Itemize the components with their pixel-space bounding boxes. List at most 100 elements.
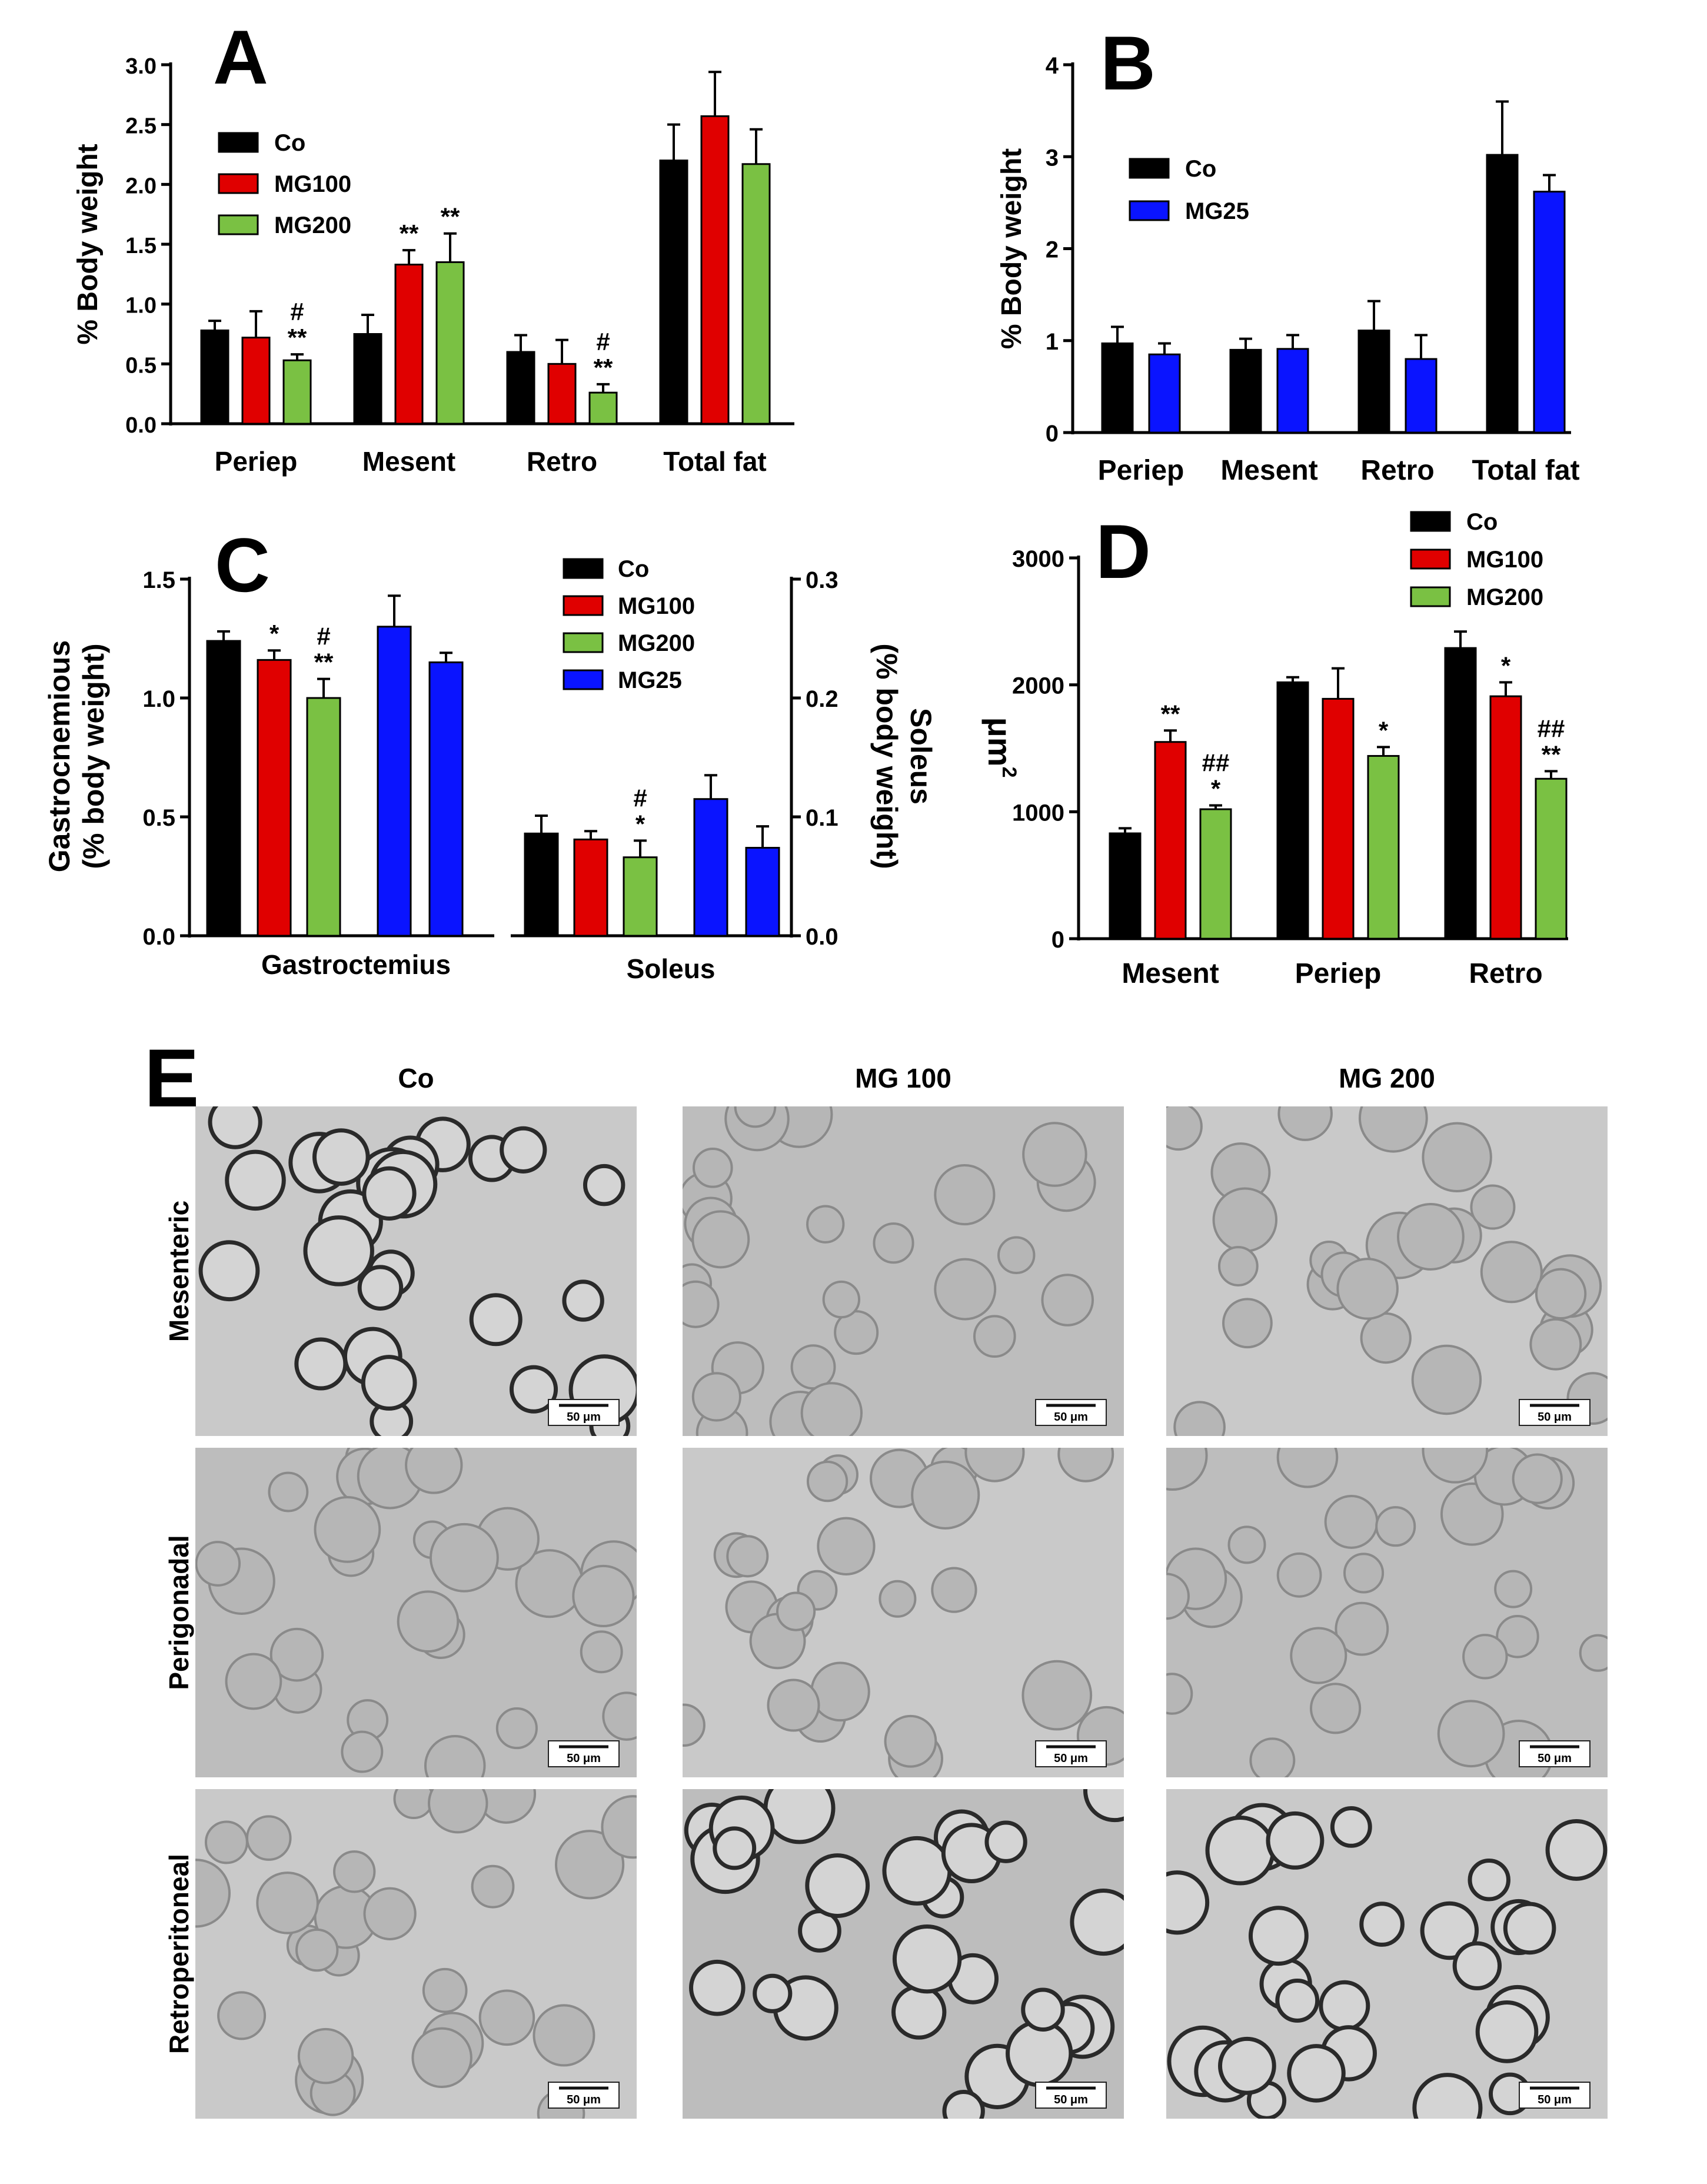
- adipocyte-cell: [269, 1627, 324, 1682]
- micrograph-perigonadal-mg100: 50 μm: [683, 1448, 1124, 1777]
- bar-co: [524, 832, 559, 937]
- scale-bar-label: 50 μm: [1054, 2093, 1088, 2106]
- adipocyte-cell: [1330, 1806, 1372, 1848]
- x-category-label: Total fat: [1472, 455, 1579, 486]
- panel-letter: E: [144, 1032, 199, 1124]
- adipocyte-cell: [1529, 1318, 1582, 1371]
- significance-mark: *: [1501, 651, 1511, 679]
- column-header: MG 200: [1339, 1063, 1435, 1093]
- adipocyte-cell: [817, 1517, 876, 1575]
- adipocyte-cell: [934, 1164, 996, 1226]
- adipocyte-cell: [217, 1991, 267, 2040]
- adipocyte-cell: [1462, 1634, 1508, 1680]
- y-axis-label-line: Gastrocnemious: [43, 640, 76, 873]
- legend-swatch-mg200: [1410, 586, 1451, 607]
- legend-label: MG100: [618, 593, 695, 619]
- bar-mg200: [1367, 754, 1400, 940]
- adipocyte-cell: [1276, 1448, 1339, 1488]
- legend-swatch-mg25: [563, 669, 604, 690]
- scale-bar-box: [548, 1399, 620, 1426]
- adipocyte-cell: [562, 1279, 604, 1322]
- adipocyte-cell: [195, 1859, 231, 1928]
- adipocyte-cell: [1470, 1184, 1516, 1230]
- panel-e-micrographs: E Co MG 100 MG 200 Mesenteric Perigonadal Retr…: [144, 1032, 1608, 2119]
- adipocyte-cell: [1022, 1122, 1087, 1187]
- y-axis-label-superscript: 2: [998, 767, 1020, 778]
- adipocyte-cell: [225, 1653, 282, 1710]
- adipocyte-cell: [691, 1372, 741, 1422]
- significance-mark: #: [633, 784, 647, 812]
- bar-co: [1486, 154, 1519, 434]
- y-tick-label: 1.5: [142, 567, 175, 593]
- bar-mg200: [741, 163, 771, 425]
- panel-a-chart: 0.00.51.01.52.02.53.0#**Periep****Mesent…: [72, 14, 794, 477]
- x-category-label: Periep: [1098, 455, 1184, 486]
- bar-mg25: [377, 626, 412, 937]
- adipocyte-cell: [1212, 1187, 1278, 1252]
- adipocyte-cell: [984, 1820, 1027, 1863]
- adipocyte-cell: [572, 1564, 635, 1628]
- adipocyte-cell: [753, 1973, 793, 2013]
- bar-mg100: [547, 363, 577, 425]
- legend-label: Co: [618, 556, 649, 582]
- adipocyte-cell: [509, 1365, 558, 1414]
- y2-tick-label: 0.2: [806, 686, 838, 712]
- y-tick-label: 0: [1052, 927, 1064, 953]
- significance-mark: *: [635, 810, 645, 837]
- adipocyte-cell: [1475, 2000, 1539, 2063]
- adipocyte-cell: [333, 1850, 376, 1893]
- adipocyte-cell: [1358, 1106, 1428, 1153]
- micrograph-retroperitoneal-mg200: 50 μm: [1166, 1789, 1608, 2119]
- adipocyte-cell: [1041, 1274, 1094, 1327]
- adipocyte-cell: [1249, 1737, 1296, 1777]
- x-category-label: Retro: [527, 446, 597, 477]
- legend-swatch-co: [563, 558, 604, 579]
- scale-bar-box: [1519, 1399, 1590, 1426]
- adipocyte-cell: [314, 1495, 381, 1563]
- x-category-label: Mesent: [1220, 455, 1317, 486]
- panel-letter: A: [213, 14, 268, 100]
- significance-mark: **: [1161, 700, 1180, 727]
- significance-mark: ##: [1202, 749, 1230, 777]
- bar-co: [659, 159, 688, 425]
- adipocyte-cell: [245, 1815, 292, 1861]
- adipocyte-cell: [471, 1864, 515, 1909]
- adipocyte-cell: [1359, 1902, 1405, 1947]
- adipocyte-cell: [692, 1148, 733, 1188]
- bar-mg100: [700, 115, 730, 425]
- y-tick-label: 2: [1046, 237, 1059, 263]
- adipocyte-cell: [1287, 2044, 1346, 2103]
- adipocyte-cell: [1512, 1453, 1563, 1504]
- bar-co: [200, 329, 229, 425]
- adipocyte-cell: [424, 1735, 486, 1777]
- adipocyte-cell: [931, 1567, 977, 1613]
- y2-tick-label: 0.3: [806, 567, 838, 593]
- adipocyte-cell: [1343, 1553, 1385, 1594]
- adipocyte-cell: [1545, 1819, 1608, 1881]
- adipocyte-cell: [1468, 1859, 1510, 1902]
- adipocyte-cell: [1266, 1811, 1325, 1870]
- y-tick-label: 1.0: [142, 686, 175, 712]
- adipocyte-cell: [1166, 1448, 1208, 1491]
- bar-mg100: [257, 659, 292, 937]
- adipocyte-cell: [208, 1106, 262, 1149]
- micrograph-mesenteric-mg200: 50 μm: [1166, 1106, 1608, 1436]
- adipocyte-cell: [361, 1355, 417, 1411]
- bar-co: [1357, 330, 1390, 434]
- adipocyte-cell: [405, 1448, 463, 1494]
- adipocyte-cell: [256, 1871, 319, 1934]
- adipocyte-cell: [204, 1820, 248, 1864]
- adipocyte-cell: [1375, 1506, 1416, 1547]
- adipocyte-cell: [1166, 1870, 1210, 1935]
- bar-mg100: [1322, 697, 1355, 940]
- panel-letter: C: [215, 522, 270, 608]
- y2-tick-label: 0.0: [806, 924, 838, 950]
- adipocyte-cell: [810, 1661, 870, 1722]
- adipocyte-group: [683, 1106, 1096, 1436]
- bar-co: [1229, 348, 1262, 434]
- adipocyte-cell: [312, 1128, 370, 1186]
- adipocyte-group: [1166, 1106, 1608, 1436]
- adipocyte-cell: [911, 1460, 980, 1530]
- x-category-label: Mesent: [1122, 958, 1219, 989]
- bar-mg25: [1533, 191, 1566, 434]
